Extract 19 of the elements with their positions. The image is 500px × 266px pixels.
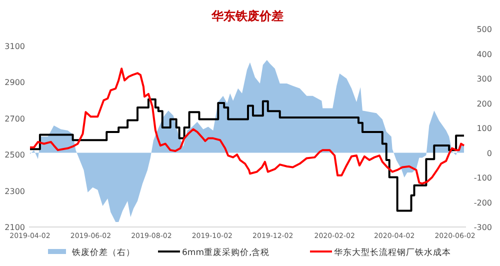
legend-label: 铁废价差（右） [71,247,135,258]
y-tick-label: 2300 [4,186,25,196]
y-tick-label: 2500 [4,150,25,160]
y2-tick-label: 400 [476,50,492,59]
y2-tick-label: 500 [476,25,492,34]
y-tick-label: 2900 [4,78,25,88]
legend-label: 华东大型长流程钢厂铁水成本 [334,247,451,258]
y2-tick-label: 200 [476,99,492,108]
y-tick-label: 2700 [4,114,25,124]
y-tick-label: 3100 [4,42,25,51]
chart-title: 华东铁废价差 [210,9,284,23]
y2-tick-label: 300 [476,74,492,84]
y2-tick-label: 0 [486,148,492,158]
y-tick-label: 2100 [4,223,25,232]
y2-tick-label: -100 [474,174,492,182]
legend-label: 6mm重废采购价,含税 [182,247,270,258]
y2-tick-label: -300 [474,223,492,232]
y2-tick-label: 100 [476,124,492,133]
y2-tick-label: -200 [474,198,492,208]
